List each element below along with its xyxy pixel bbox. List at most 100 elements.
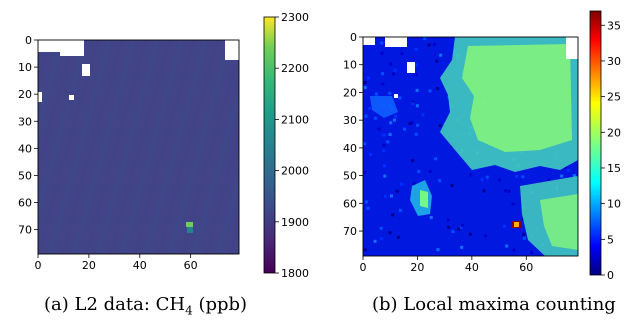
panel-b-speckle (415, 88, 419, 92)
panel-a-stripe (71, 40, 137, 254)
panel-b-x-tick-label: 0 (360, 261, 367, 274)
panel-b-colorbar (589, 10, 602, 276)
panel-a-stripe (38, 40, 77, 178)
panel-a-colorbar-tick-label: 2300 (281, 11, 309, 24)
panel-a-x-tick-label: 20 (82, 259, 96, 272)
panel-b-speckle (393, 118, 396, 122)
panel-b-colorbar-tick-label: 10 (607, 198, 621, 211)
panel-a-stripe (83, 40, 149, 254)
panel-a-hotspot (186, 222, 193, 227)
panel-b-speckle (428, 169, 432, 173)
panel-a-stripe (38, 40, 53, 93)
panel-b-axes: 0 20 40 60 0 10 20 30 40 50 60 70 (343, 31, 579, 274)
panel-b-y-tick-label: 20 (343, 86, 357, 99)
panel-a-frame (37, 39, 240, 255)
panel-b-speckle (392, 72, 395, 76)
panel-a-stripe (191, 84, 239, 254)
panel-b-speckle (572, 174, 576, 178)
panel-a-missing-pixel (69, 95, 74, 100)
panel-b-speckle (482, 189, 486, 193)
panel-a-stripe (38, 40, 65, 135)
panel-b-high-region (370, 96, 398, 118)
panel-b-speckle (423, 37, 427, 40)
panel-a-stripe (0, 40, 14, 254)
panel-b-y-tick-label: 70 (343, 225, 357, 238)
panel-b-speckle (395, 189, 399, 193)
panel-a-x-tick-label: 60 (184, 259, 198, 272)
panel-b-speckle (436, 87, 440, 91)
panel-a-missing-pixel (82, 64, 90, 76)
panel-b-speckle (363, 248, 367, 252)
panel-a-y-tick-label: 50 (18, 169, 32, 182)
panel-a-y-tick-label: 40 (18, 142, 32, 155)
panel-a-stripe (155, 40, 221, 254)
panel-a-stripe (131, 40, 197, 254)
panel-b-speckle (389, 121, 393, 125)
panel-b-speckle (483, 234, 487, 238)
panel-b-speckle (364, 114, 368, 118)
panel-b-speckle (522, 236, 526, 240)
panel-b-hotspot (514, 222, 519, 227)
panel-b: 0 20 40 60 0 10 20 30 40 50 60 70 0 5 10 15 20 25 30 35 (343, 10, 621, 282)
panel-b-colorbar-tick-label: 35 (607, 19, 621, 32)
panel-b-speckle (414, 72, 418, 76)
panel-b-speckle (511, 202, 515, 206)
panel-b-speckle (457, 227, 461, 231)
panel-b-colorbar-tick-label: 30 (607, 55, 621, 68)
panel-b-speckle (400, 182, 404, 186)
panel-b-speckle (504, 189, 508, 193)
caption-a-subscript: 4 (185, 303, 193, 318)
panel-b-speckle (408, 122, 412, 125)
panel-b-speckle (411, 159, 415, 163)
panel-b-speckle (435, 59, 439, 63)
panel-a-stripes (0, 40, 239, 254)
panel-b-missing-pixel (394, 94, 398, 98)
panel-b-speckle (403, 127, 407, 131)
panel-b-speckle (411, 102, 415, 106)
panel-b-speckle (505, 244, 509, 248)
panel-b-speckle (447, 225, 451, 229)
panel-b-speckle (363, 81, 367, 84)
panel-b-speckle (379, 226, 383, 230)
panel-b-speckle (381, 82, 385, 86)
caption-a-suffix: (ppb) (192, 294, 248, 315)
panel-b-colorbar-tick-label: 15 (607, 162, 621, 175)
panel-b-speckle (451, 230, 455, 234)
panel-b-speckle (363, 170, 367, 174)
panel-a-stripe (179, 41, 239, 254)
panel-b-speckle (427, 43, 431, 47)
panel-b-speckle (382, 149, 386, 153)
panel-b-colorbar-tick-label: 20 (607, 126, 621, 139)
panel-b-speckle (412, 182, 416, 186)
panel-b-speckle (377, 127, 381, 131)
panel-a-x-tick-label: 0 (35, 259, 42, 272)
panel-b-y-tick-label: 0 (350, 31, 357, 44)
caption-a: (a) L2 data: CH4 (ppb) (44, 294, 247, 318)
panel-b-speckle (421, 113, 425, 117)
panel-a-x-tick-label: 40 (133, 259, 147, 272)
panel-b-x-tick-label: 40 (465, 261, 479, 274)
panel-b-speckle (382, 143, 386, 147)
panel-b-speckle (414, 132, 418, 136)
panel-b-speckle (460, 224, 464, 227)
panel-b-speckle (507, 189, 511, 193)
panel-b-speckle (512, 248, 516, 252)
panel-b-missing-pixel (385, 37, 407, 47)
panel-b-speckle (521, 175, 525, 179)
panel-b-speckle (396, 235, 400, 239)
panel-b-speckle (429, 216, 433, 219)
panel-b-speckle (383, 174, 387, 178)
panel-a-stripe (47, 40, 113, 254)
panel-b-speckle (373, 239, 377, 243)
panel-b-x-tick-label: 60 (519, 261, 533, 274)
panel-a-y-tick-label: 60 (18, 197, 32, 210)
panel-b-speckle (380, 41, 384, 45)
panel-b-speckle (394, 114, 398, 118)
panel-a-stripe (38, 40, 89, 221)
panel-b-colorbar-tick-label: 5 (607, 233, 614, 246)
panel-b-speckle (564, 165, 568, 169)
panel-b-high-region (462, 44, 572, 152)
panel-b-colorbar-ticks: 0 5 10 15 20 25 30 35 (601, 19, 621, 282)
panel-b-speckle (390, 194, 393, 198)
